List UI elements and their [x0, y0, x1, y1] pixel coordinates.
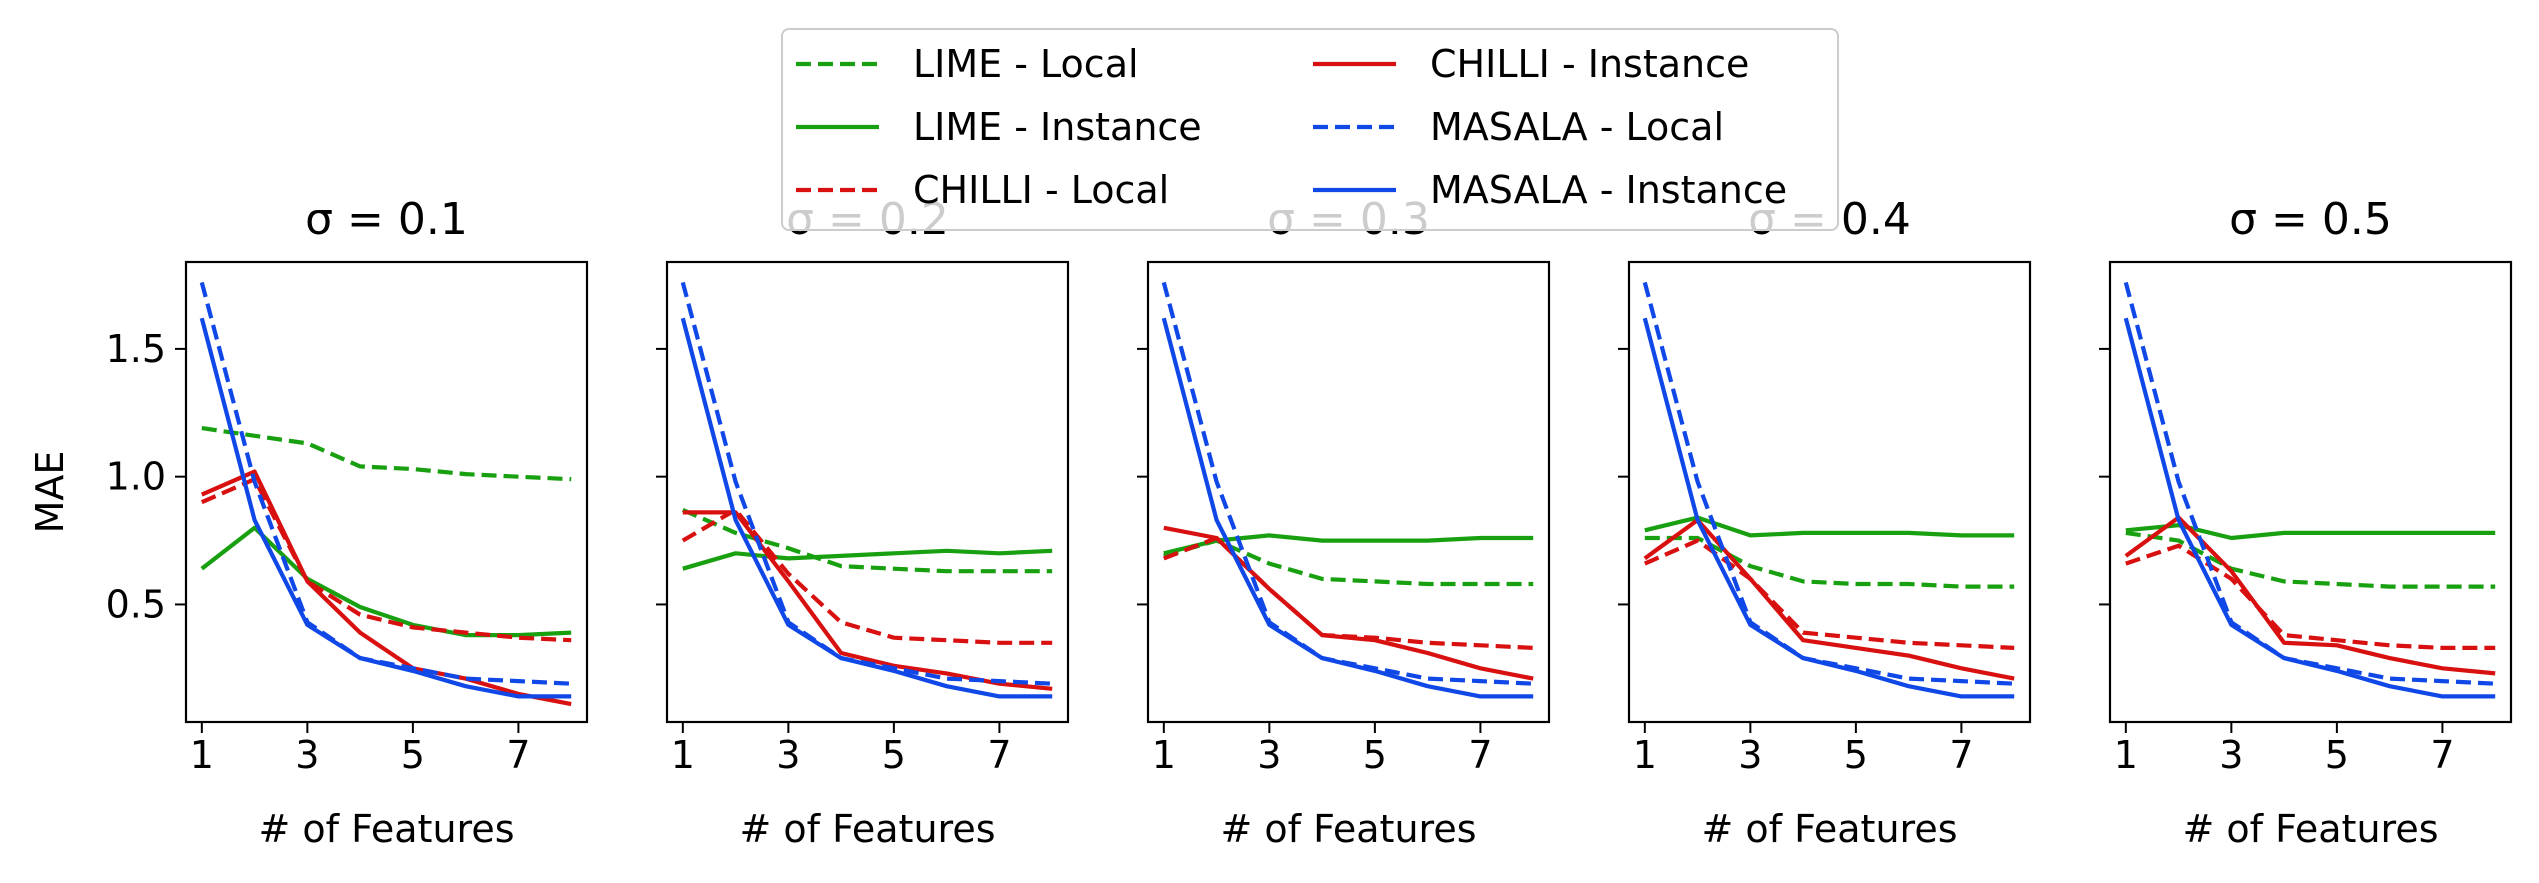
x-tick-label: 7 [1468, 733, 1492, 777]
series-line-lime-local [201, 426, 572, 482]
axes-frame [184, 260, 589, 724]
legend: LIME - Local LIME - Instance CHILLI - Loca… [781, 28, 1839, 231]
series-line-chilli-local [1163, 535, 1534, 650]
series-line-masala-instance [199, 317, 572, 699]
y-tick-label: 1.0 [106, 455, 166, 499]
y-tick-label: 1.5 [106, 327, 166, 371]
series-line-masala-instance [1161, 317, 1534, 699]
x-tick-label: 5 [401, 733, 425, 777]
series-line-lime-local [2125, 530, 2496, 589]
panel-5: 1 3 5 7 σ = 0.5 # of Features [2099, 194, 2513, 851]
axes-frame [1146, 260, 1551, 724]
x-tick-label: 7 [1949, 733, 1973, 777]
x-tick-label: 1 [671, 733, 695, 777]
axes-frame [665, 260, 1070, 724]
panel-title: σ = 0.1 [305, 194, 468, 245]
series-line-masala-instance [1642, 317, 2015, 699]
x-tick-label: 5 [882, 733, 906, 777]
axes-frame [1627, 260, 2032, 724]
series-line-lime-instance [1644, 515, 2015, 538]
x-axis-label: # of Features [2182, 807, 2438, 851]
x-tick-label: 5 [2325, 733, 2349, 777]
series-line-chilli-local [1643, 538, 2015, 650]
x-tick-label: 3 [776, 733, 800, 777]
series-line-masala-local [1642, 281, 2015, 686]
series-line-chilli-instance [2124, 515, 2496, 676]
x-tick-label: 1 [1633, 733, 1657, 777]
series-line-masala-local [199, 281, 572, 686]
legend-label: LIME - Instance [913, 105, 1202, 149]
x-tick-label: 5 [1844, 733, 1868, 777]
y-axis-label: MAE [28, 451, 72, 534]
x-tick-label: 1 [1152, 733, 1176, 777]
series-lines [199, 281, 572, 707]
series-lines [2123, 281, 2496, 699]
x-tick-label: 5 [1363, 733, 1387, 777]
legend-box [781, 28, 1839, 231]
series-line-chilli-instance [682, 510, 1053, 691]
series-line-masala-local [2123, 281, 2496, 686]
series-line-lime-instance [682, 548, 1053, 571]
series-line-chilli-local [200, 477, 572, 643]
x-tick-label: 7 [2430, 733, 2454, 777]
x-tick-label: 3 [1738, 733, 1762, 777]
x-tick-label: 3 [295, 733, 319, 777]
legend-label: CHILLI - Local [913, 168, 1169, 212]
x-axis-label: # of Features [1701, 807, 1957, 851]
series-line-chilli-instance [1163, 525, 1534, 681]
series-line-chilli-instance [200, 469, 572, 707]
series-line-masala-instance [680, 317, 1053, 699]
series-line-lime-instance [200, 525, 572, 638]
legend-label: CHILLI - Instance [1430, 42, 1749, 86]
x-tick-label: 1 [2114, 733, 2138, 777]
series-lines [1161, 281, 1534, 699]
series-line-lime-local [1163, 538, 1534, 587]
axes-frame [2108, 260, 2513, 724]
series-line-masala-instance [2123, 317, 2496, 699]
series-line-chilli-instance [1643, 517, 2015, 681]
x-tick-label: 7 [506, 733, 530, 777]
x-tick-label: 7 [987, 733, 1011, 777]
series-lines [1642, 281, 2015, 699]
x-tick-label: 3 [1257, 733, 1281, 777]
panel-title: σ = 0.5 [2229, 194, 2392, 245]
series-line-chilli-local [2125, 543, 2496, 651]
x-tick-label: 1 [190, 733, 214, 777]
series-line-masala-local [680, 281, 1053, 686]
legend-label: LIME - Local [913, 42, 1139, 86]
legend-label: MASALA - Local [1430, 105, 1724, 149]
panel-1: 1 3 5 7 0.5 1.0 1.5 σ = 0.1 # of Features MAE [28, 194, 589, 851]
legend-label: MASALA - Instance [1430, 168, 1787, 212]
x-axis-label: # of Features [739, 807, 995, 851]
series-lines [680, 281, 1053, 699]
x-tick-label: 3 [2219, 733, 2243, 777]
x-axis-label: # of Features [258, 807, 514, 851]
x-axis-label: # of Features [1220, 807, 1476, 851]
y-tick-label: 0.5 [106, 582, 166, 626]
series-line-masala-local [1161, 281, 1534, 686]
series-line-lime-local [1644, 535, 2015, 589]
